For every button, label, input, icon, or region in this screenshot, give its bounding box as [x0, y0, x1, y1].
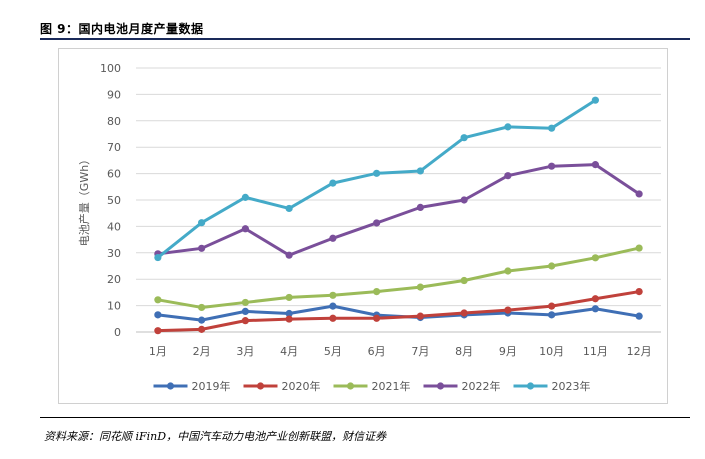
legend-label: 2021年: [372, 379, 411, 393]
y-tick-label: 50: [107, 194, 121, 207]
legend-label: 2022年: [462, 379, 501, 393]
y-tick-label: 0: [114, 326, 121, 339]
data-point: [504, 172, 512, 180]
data-point: [285, 204, 293, 213]
data-point: [285, 315, 293, 323]
legend-label: 2019年: [192, 379, 231, 393]
data-point: [241, 193, 249, 201]
y-tick-label: 100: [100, 62, 121, 75]
data-point: [591, 254, 599, 262]
x-tick-label: 3月: [236, 345, 254, 358]
data-point: [154, 253, 162, 262]
chart-frame: 0 10 20 30 40 50 60 70 80 90 100 1月 2月 3月 4月 5月 6月 7月 8月 9月…: [58, 48, 668, 404]
data-point: [329, 291, 337, 299]
data-point: [329, 302, 337, 310]
data-point: [548, 262, 556, 270]
x-tick-label: 10月: [539, 345, 564, 358]
data-point: [373, 219, 381, 227]
data-point: [241, 225, 249, 233]
data-point: [329, 314, 337, 322]
data-point: [241, 307, 249, 316]
legend-marker: [166, 382, 175, 390]
x-tick-label: 8月: [455, 345, 473, 358]
y-tick-label: 40: [107, 220, 121, 233]
x-tick-label: 7月: [411, 345, 429, 358]
data-point: [416, 312, 424, 320]
data-point: [416, 203, 424, 211]
data-point: [460, 276, 468, 285]
data-point: [329, 179, 337, 187]
legend-marker: [346, 382, 355, 390]
data-point: [591, 96, 599, 104]
x-tick-label: 2月: [193, 345, 211, 358]
data-point: [591, 161, 599, 169]
data-point: [373, 314, 381, 322]
data-point: [460, 196, 468, 204]
y-tick-label: 30: [107, 247, 121, 260]
data-point: [416, 167, 424, 175]
figure-title-bar: 图 9：国内电池月度产量数据: [40, 20, 690, 40]
data-point: [591, 305, 599, 313]
series-line-2022年: [156, 163, 641, 257]
data-point: [241, 298, 249, 307]
y-tick-label: 70: [107, 141, 121, 154]
x-tick-label: 11月: [583, 345, 608, 358]
data-point: [504, 306, 512, 314]
data-point: [635, 312, 643, 320]
data-point: [198, 303, 206, 312]
legend-marker: [256, 382, 265, 390]
y-tick-label: 80: [107, 115, 121, 128]
data-point: [285, 251, 293, 259]
x-tick-label: 6月: [368, 345, 386, 358]
data-point: [460, 134, 468, 142]
data-point: [241, 317, 249, 325]
data-point: [635, 190, 643, 198]
legend-label: 2020年: [282, 379, 321, 393]
data-point: [373, 288, 381, 296]
data-point: [154, 327, 162, 335]
bottom-rule: [40, 417, 690, 418]
data-point: [591, 295, 599, 303]
data-point: [373, 169, 381, 177]
x-tick-label: 12月: [627, 345, 652, 358]
data-point: [198, 244, 206, 252]
data-point: [285, 309, 293, 318]
series-line-2021年: [156, 246, 641, 309]
data-point: [504, 267, 512, 275]
x-tick-label: 4月: [280, 345, 298, 358]
x-tick-label: 5月: [324, 345, 342, 358]
legend-label: 2023年: [552, 379, 591, 393]
y-tick-label: 60: [107, 168, 121, 181]
line-chart: 0 10 20 30 40 50 60 70 80 90 100 1月 2月 3月 4月 5月 6月 7月 8月 9月…: [77, 62, 661, 393]
data-point: [504, 123, 512, 131]
series-line-2020年: [156, 290, 641, 333]
data-point: [416, 283, 424, 291]
data-point: [635, 288, 643, 296]
legend-marker: [526, 382, 535, 390]
data-point: [285, 293, 293, 302]
data-point: [548, 302, 556, 310]
data-point: [198, 316, 206, 324]
data-point: [198, 325, 206, 333]
data-point: [460, 309, 468, 317]
y-axis-title: 电池产量（GWh）: [77, 154, 91, 246]
data-point: [329, 234, 337, 242]
data-point: [548, 311, 556, 319]
legend-marker: [436, 382, 445, 390]
y-tick-label: 90: [107, 88, 121, 101]
y-tick-label: 20: [107, 273, 121, 286]
figure-title: 图 9：国内电池月度产量数据: [40, 22, 204, 36]
data-point: [154, 296, 162, 304]
x-tick-label: 1月: [149, 345, 167, 358]
y-tick-label: 10: [107, 300, 121, 313]
data-point: [198, 219, 206, 227]
data-point: [548, 162, 556, 170]
data-point: [635, 244, 643, 252]
data-point: [154, 311, 162, 319]
data-point: [548, 124, 556, 132]
source-note: 资料来源：同花顺 iFinD，中国汽车动力电池产业创新联盟，财信证券: [44, 430, 387, 443]
x-tick-label: 9月: [499, 345, 517, 358]
series-line-2023年: [156, 98, 597, 260]
